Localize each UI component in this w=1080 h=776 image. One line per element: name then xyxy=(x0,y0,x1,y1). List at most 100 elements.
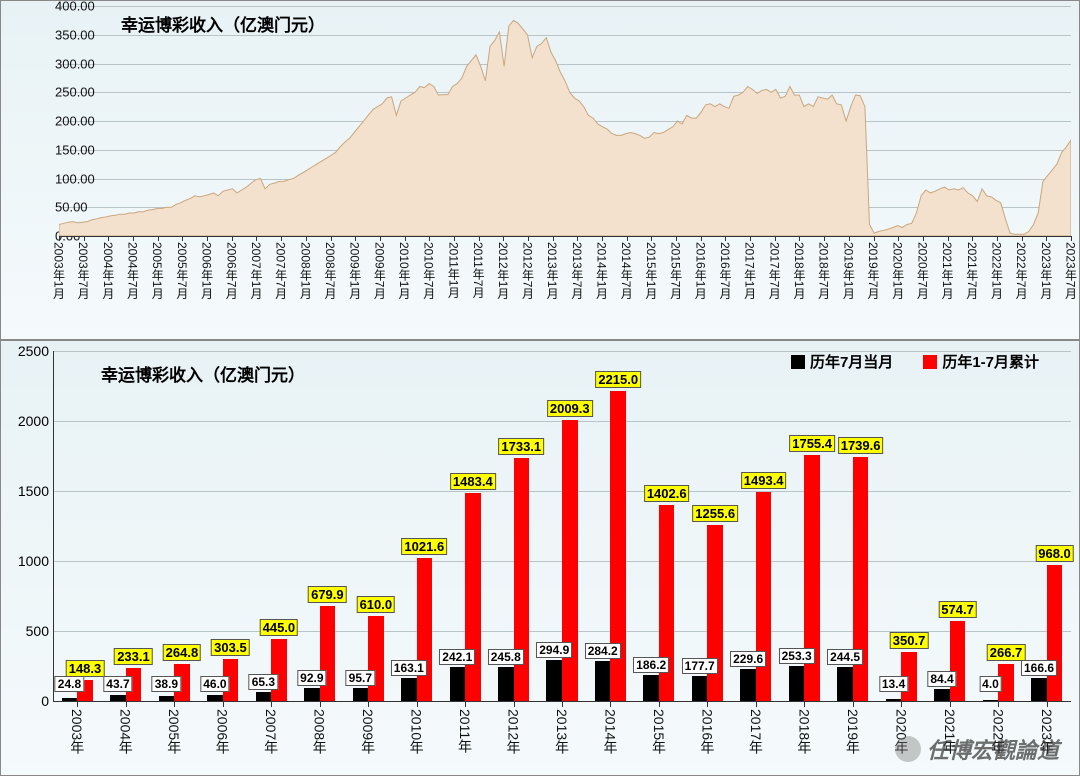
bar-red xyxy=(320,606,336,701)
x-axis-label: 2015年7月 xyxy=(668,242,685,299)
x-axis-label: 2018年1月 xyxy=(791,242,808,299)
bar-red-label: 679.9 xyxy=(308,586,347,603)
bar-red xyxy=(1047,565,1063,701)
bar-black-label: 46.0 xyxy=(200,676,229,692)
x-axis-label: 2018年 xyxy=(794,709,814,754)
bar-red-label: 1255.6 xyxy=(692,505,738,522)
bar-red xyxy=(417,558,433,701)
legend-label-red: 历年1-7月累计 xyxy=(942,351,1039,372)
bar-black xyxy=(837,667,853,701)
bar-red xyxy=(465,493,481,701)
bar-black xyxy=(643,675,659,701)
legend: 历年7月当月 历年1-7月累计 xyxy=(791,351,1039,372)
bar-red-label: 968.0 xyxy=(1035,545,1074,562)
y-axis-line xyxy=(53,351,54,701)
bar-black-label: 186.2 xyxy=(633,657,669,673)
bar-red-label: 1483.4 xyxy=(450,473,496,490)
bar-red-label: 1733.1 xyxy=(498,438,544,455)
legend-item-black: 历年7月当月 xyxy=(791,351,893,372)
bar-red xyxy=(707,525,723,701)
x-axis-label: 2022年7月 xyxy=(1013,242,1030,299)
x-axis-label: 2007年7月 xyxy=(273,242,290,299)
top-chart-title: 幸运博彩收入（亿澳门元） xyxy=(121,11,325,36)
x-axis-label: 2017年7月 xyxy=(766,242,783,299)
x-axis-label: 2008年 xyxy=(310,709,330,754)
x-axis-label: 2009年7月 xyxy=(371,242,388,299)
x-axis-label: 2013年 xyxy=(552,709,572,754)
x-axis-label: 2006年7月 xyxy=(223,242,240,299)
x-axis-label: 2020年7月 xyxy=(914,242,931,299)
x-axis-label: 2005年7月 xyxy=(174,242,191,299)
x-tick xyxy=(1071,236,1072,241)
x-axis-label: 2017年 xyxy=(746,709,766,754)
bar-black-label: 294.9 xyxy=(536,642,572,658)
bar-black-label: 253.3 xyxy=(779,648,815,664)
x-axis-label: 2014年 xyxy=(600,709,620,754)
x-axis-label: 2017年1月 xyxy=(742,242,759,299)
bar-black-label: 166.6 xyxy=(1021,660,1057,676)
x-axis-label: 2008年1月 xyxy=(297,242,314,299)
bar-black-label: 177.7 xyxy=(682,658,718,674)
x-axis-line xyxy=(53,701,1071,702)
bar-red xyxy=(514,458,530,701)
bar-red-label: 148.3 xyxy=(66,660,105,677)
x-axis-label: 2013年7月 xyxy=(569,242,586,299)
bar-black-label: 43.7 xyxy=(103,676,132,692)
bar-black-label: 284.2 xyxy=(585,643,621,659)
bar-black xyxy=(401,678,417,701)
bar-black xyxy=(789,666,805,701)
x-axis-label: 2020年1月 xyxy=(890,242,907,299)
x-axis-label: 2013年1月 xyxy=(544,242,561,299)
bar-red-label: 303.5 xyxy=(211,639,250,656)
bar-black-label: 13.4 xyxy=(879,676,908,692)
bar-red-label: 1739.6 xyxy=(838,437,884,454)
bottom-chart-panel: 幸运博彩收入（亿澳门元） 历年7月当月 历年1-7月累计 05001000150… xyxy=(0,340,1080,776)
bar-red-label: 264.8 xyxy=(163,644,202,661)
bar-black-label: 229.6 xyxy=(730,651,766,667)
bar-black xyxy=(498,667,514,701)
x-axis-label: 2004年1月 xyxy=(100,242,117,299)
x-axis-label: 2003年 xyxy=(67,709,87,754)
bar-red-label: 233.1 xyxy=(114,648,153,665)
x-axis-label: 2010年1月 xyxy=(396,242,413,299)
x-axis-label: 2023年1月 xyxy=(1038,242,1055,299)
legend-item-red: 历年1-7月累计 xyxy=(923,351,1039,372)
bar-red-label: 1755.4 xyxy=(789,435,835,452)
x-axis-label: 2015年 xyxy=(649,709,669,754)
area-svg xyxy=(59,6,1071,236)
x-axis-label: 2004年7月 xyxy=(125,242,142,299)
bar-red-label: 2009.3 xyxy=(547,400,593,417)
x-axis-label: 2014年1月 xyxy=(594,242,611,299)
x-axis-label: 2022年1月 xyxy=(988,242,1005,299)
x-axis-label: 2019年1月 xyxy=(840,242,857,299)
x-axis-label: 2005年1月 xyxy=(149,242,166,299)
x-axis-label: 2009年 xyxy=(358,709,378,754)
bottom-plot-area: 05001000150020002500148.324.82003年233.14… xyxy=(53,351,1071,701)
bar-black xyxy=(1031,678,1047,701)
bar-black xyxy=(353,688,369,701)
bar-black-label: 95.7 xyxy=(346,670,375,686)
x-axis-label: 2012年1月 xyxy=(495,242,512,299)
bar-red xyxy=(271,639,287,701)
y-axis-label: 2000 xyxy=(3,413,49,429)
bar-black xyxy=(934,689,950,701)
bar-black xyxy=(595,661,611,701)
x-axis-label: 2021年1月 xyxy=(939,242,956,299)
x-axis-label: 2007年1月 xyxy=(248,242,265,299)
x-axis-label: 2021年7月 xyxy=(964,242,981,299)
legend-swatch-red xyxy=(923,355,937,369)
bar-black-label: 4.0 xyxy=(979,676,1002,692)
x-axis-label: 2010年7月 xyxy=(421,242,438,299)
bar-black-label: 242.1 xyxy=(439,649,475,665)
x-axis-label: 2011年1月 xyxy=(445,242,462,298)
x-axis-label: 2006年 xyxy=(213,709,233,754)
bar-black xyxy=(740,669,756,701)
bar-red-label: 574.7 xyxy=(938,601,977,618)
bar-black-label: 84.4 xyxy=(927,671,956,687)
y-axis-label: 0 xyxy=(3,693,49,709)
bar-black-label: 38.9 xyxy=(152,676,181,692)
y-axis-label: 1500 xyxy=(3,483,49,499)
bar-red-label: 2215.0 xyxy=(595,371,641,388)
bar-black-label: 92.9 xyxy=(297,670,326,686)
bar-red-label: 1021.6 xyxy=(401,538,447,555)
